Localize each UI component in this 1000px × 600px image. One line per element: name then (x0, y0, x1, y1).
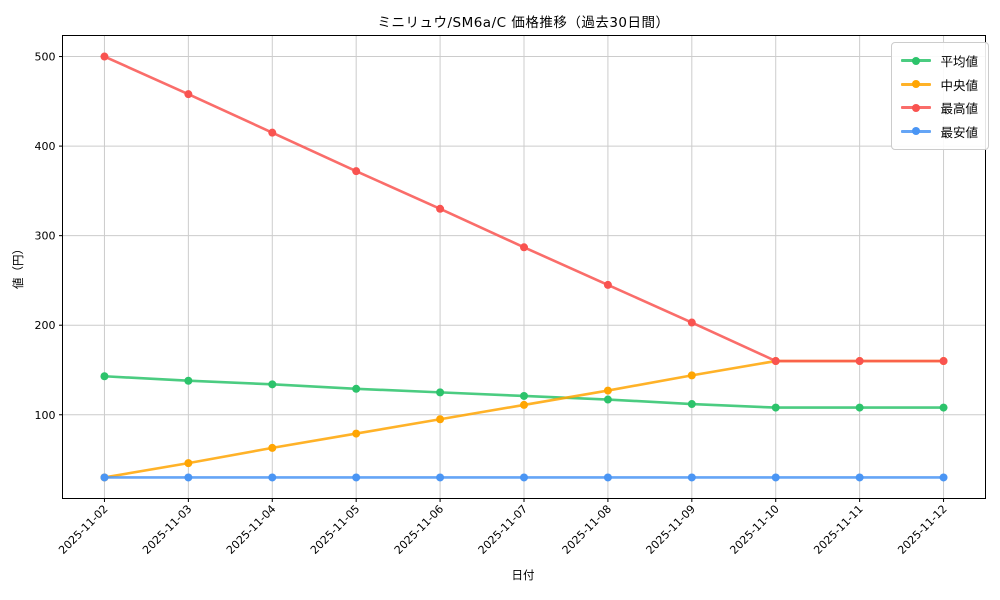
data-point-min (352, 473, 361, 482)
data-point-max (855, 357, 864, 366)
data-point-average (855, 403, 864, 412)
data-point-max (436, 204, 445, 213)
data-point-median (184, 459, 193, 468)
x-tick-label: 2025-11-03 (140, 502, 194, 556)
data-point-average (184, 376, 193, 385)
data-point-max (184, 90, 193, 99)
y-tick-label: 100 (35, 409, 56, 422)
legend-label-average: 平均値 (940, 54, 978, 70)
data-point-min (771, 473, 780, 482)
x-tick-label: 2025-11-10 (727, 502, 781, 556)
data-point-max (100, 52, 109, 61)
data-point-median (268, 443, 277, 452)
x-tick-label: 2025-11-12 (895, 502, 949, 556)
data-point-average (352, 384, 361, 393)
data-point-max (352, 167, 361, 176)
data-point-min (603, 473, 612, 482)
x-tick-label: 2025-11-07 (476, 502, 530, 556)
data-point-average (268, 380, 277, 389)
legend-label-max: 最高値 (940, 101, 978, 117)
data-point-average (603, 395, 612, 404)
data-point-min (436, 473, 445, 482)
data-point-average (939, 403, 948, 412)
axis-frame (62, 35, 986, 499)
y-tick-label: 300 (35, 230, 56, 243)
legend-item-median: 中央値 (901, 73, 978, 97)
data-point-median (603, 386, 612, 395)
data-point-average (436, 388, 445, 397)
data-point-min (855, 473, 864, 482)
data-point-max (268, 128, 277, 137)
y-axis-title: 値（円） (11, 243, 25, 289)
x-tick-label: 2025-11-11 (811, 502, 865, 556)
legend-item-min: 最安値 (901, 120, 978, 144)
legend-item-max: 最高値 (901, 96, 978, 120)
data-point-max (687, 318, 696, 327)
data-point-max (771, 357, 780, 366)
x-tick-label: 2025-11-02 (56, 502, 110, 556)
series-min (100, 473, 948, 482)
data-point-min (100, 473, 109, 482)
x-tick-label: 2025-11-08 (560, 502, 614, 556)
x-tick-label: 2025-11-09 (644, 502, 698, 556)
data-point-min (184, 473, 193, 482)
y-tick-label: 500 (35, 51, 56, 64)
y-tick-label: 400 (35, 140, 56, 153)
data-point-max (939, 357, 948, 366)
legend-marker-median-icon (901, 78, 932, 90)
data-point-min (939, 473, 948, 482)
x-tick-label: 2025-11-06 (392, 502, 446, 556)
data-point-max (520, 243, 528, 252)
data-point-min (687, 473, 696, 482)
chart-title: ミニリュウ/SM6a/C 価格推移（過去30日間） (377, 15, 670, 31)
x-tick-label: 2025-11-04 (224, 502, 278, 556)
data-point-max (603, 280, 612, 289)
x-axis-title: 日付 (511, 568, 535, 582)
series-max (100, 52, 948, 366)
x-tick-label: 2025-11-05 (308, 502, 362, 556)
legend-marker-max-icon (901, 102, 932, 114)
legend-marker-min-icon (901, 125, 932, 137)
legend: 平均値中央値最高値最安値 (891, 42, 989, 150)
data-point-average (100, 372, 109, 381)
data-point-median (520, 400, 528, 409)
legend-item-average: 平均値 (901, 49, 978, 73)
legend-marker-average-icon (901, 55, 932, 67)
data-point-average (520, 391, 528, 400)
legend-label-median: 中央値 (940, 77, 978, 93)
data-point-median (436, 415, 445, 424)
data-point-min (520, 473, 528, 482)
data-point-median (687, 371, 696, 380)
series-average (100, 372, 948, 412)
data-point-average (771, 403, 780, 412)
data-point-average (687, 400, 696, 409)
y-tick-label: 200 (35, 319, 56, 332)
legend-label-min: 最安値 (940, 124, 978, 140)
data-point-median (352, 429, 361, 438)
data-point-min (268, 473, 277, 482)
